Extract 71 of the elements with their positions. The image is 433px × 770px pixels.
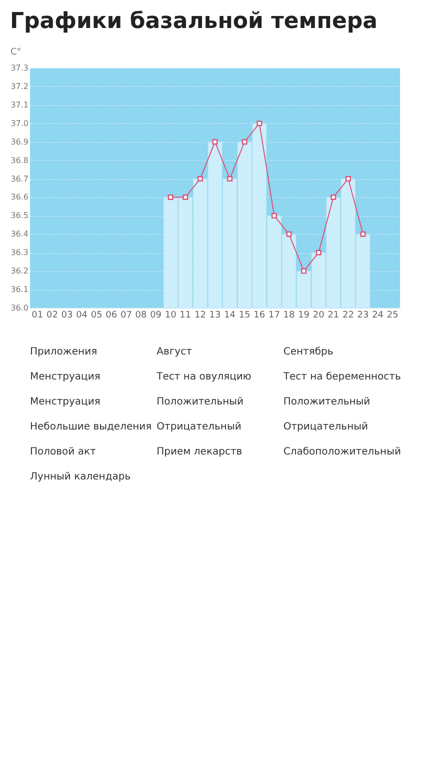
text: Отрицательный [156, 422, 242, 432]
x-tick-label: 14 [224, 310, 236, 320]
x-tick-label: 22 [342, 310, 354, 320]
text: Отрицательный [283, 422, 368, 432]
text: Положительный [283, 396, 370, 408]
x-tick-label: 09 [150, 310, 162, 320]
y-tick-label: 36.8 [10, 156, 28, 165]
y-tick-label: 37.2 [10, 82, 28, 91]
x-tick-label: 16 [254, 310, 266, 320]
y-tick-label: 36.1 [10, 285, 28, 294]
x-tick-label: 21 [328, 310, 340, 320]
x-tick-label: 25 [386, 310, 398, 320]
text: Менструация [30, 372, 100, 382]
x-tick-label: 08 [135, 310, 147, 320]
x-tick-label: 05 [90, 310, 102, 320]
point [345, 176, 351, 182]
chart-title: Графики базальной темпера [10, 9, 378, 34]
x-tick-label: 01 [32, 310, 44, 320]
x-tick-label: 15 [238, 310, 250, 320]
point [182, 194, 188, 200]
y-tick-label: 36.7 [10, 174, 28, 184]
y-tick-label: 36.6 [10, 192, 28, 202]
text: Менструация [30, 396, 100, 408]
x-tick-label: 07 [120, 310, 132, 320]
y-tick-label: 37.0 [10, 118, 28, 128]
y-tick-label: 37.1 [10, 100, 28, 110]
point [197, 176, 203, 182]
x-tick-label: 12 [194, 310, 206, 320]
x-tick-label: 24 [372, 310, 384, 320]
x-tick-label: 04 [76, 310, 88, 320]
point [168, 194, 174, 200]
x-tick-label: 10 [164, 310, 177, 320]
y-axis-title: C° [10, 48, 22, 58]
point [212, 139, 218, 145]
y-tick-label: 36.4 [10, 230, 28, 239]
point [242, 139, 248, 145]
text: Тест на овуляцию [156, 372, 252, 382]
point [271, 212, 277, 218]
x-tick-label: 20 [312, 310, 325, 320]
x-tick-label: 11 [180, 310, 192, 320]
point [301, 268, 307, 274]
x-tick-label: 03 [61, 310, 73, 320]
y-tick-label: 36.2 [10, 266, 28, 276]
text: Слабоположительный [283, 446, 401, 458]
point [227, 176, 233, 182]
point [316, 250, 322, 256]
text: Приложения [30, 346, 98, 358]
x-tick-label: 17 [268, 310, 280, 320]
x-tick-label: 02 [46, 310, 58, 320]
y-tick-label: 36.9 [10, 137, 28, 146]
point [286, 231, 292, 237]
x-tick-label: 13 [209, 310, 221, 320]
text: Небольшие выделения [30, 422, 152, 432]
y-tick-label: 36.3 [10, 248, 28, 258]
text: Тест на беременность [282, 372, 401, 382]
x-tick-label: 23 [357, 310, 369, 320]
text: Лунный календарь [30, 472, 131, 482]
point [330, 194, 336, 200]
x-tick-label: 06 [106, 310, 118, 320]
text: Сентябрь [283, 346, 334, 358]
text: Половой акт [30, 446, 96, 458]
y-tick-label: 36.5 [10, 211, 28, 220]
text: Август [156, 346, 192, 358]
point [256, 120, 262, 126]
text: Положительный [156, 396, 244, 408]
y-tick-label: 36.0 [10, 304, 28, 312]
y-tick-label: 37.3 [10, 64, 28, 72]
point [360, 231, 366, 237]
text: Прием лекарств [156, 446, 242, 458]
x-tick-label: 19 [298, 310, 310, 320]
x-tick-label: 18 [283, 310, 295, 320]
